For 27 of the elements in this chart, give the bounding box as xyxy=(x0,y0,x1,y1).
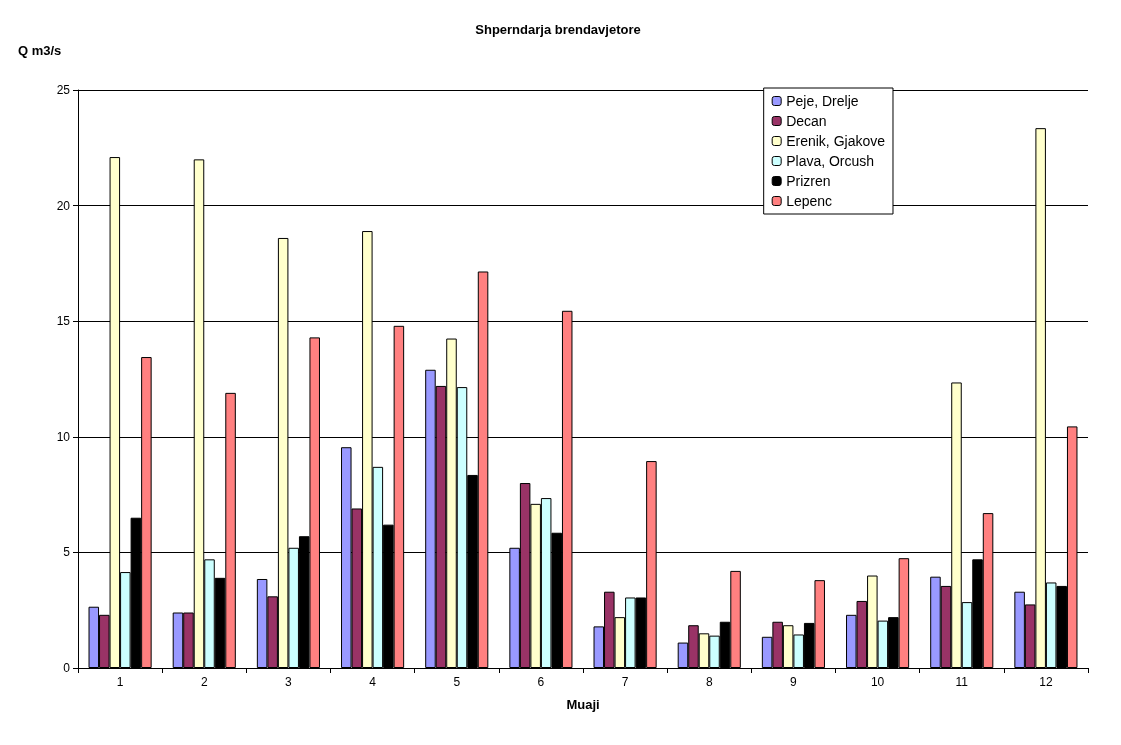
chart-title: Shperndarja brendavjetore xyxy=(475,22,641,37)
y-tick-label: 10 xyxy=(56,429,71,444)
legend-label: Plava, Orcush xyxy=(786,153,875,169)
x-tick-label: 6 xyxy=(537,675,545,689)
x-tick-label: 10 xyxy=(870,675,885,689)
x-tick-label: 9 xyxy=(790,675,798,689)
legend-label: Erenik, Gjakove xyxy=(786,133,886,149)
x-tick-label: 12 xyxy=(1039,675,1053,689)
x-tick-label: 1 xyxy=(116,675,124,689)
x-tick-label: 8 xyxy=(705,675,713,689)
x-tick-label: 2 xyxy=(200,675,208,689)
x-tick-label: 4 xyxy=(369,675,377,689)
y-tick-label: 15 xyxy=(56,314,71,329)
x-axis-title: Muaji xyxy=(566,697,600,712)
legend-label: Decan xyxy=(786,113,827,129)
y-tick-label: 5 xyxy=(63,545,71,560)
x-tick-label: 7 xyxy=(621,675,629,689)
y-tick-label: 20 xyxy=(56,198,71,213)
legend-label: Peje, Drelje xyxy=(786,93,859,109)
x-tick-label: 3 xyxy=(285,675,293,689)
y-tick-label: 25 xyxy=(56,83,71,97)
legend-label: Lepenc xyxy=(786,193,833,209)
y-axis-title: Q m3/s xyxy=(18,43,62,58)
legend-label: Prizren xyxy=(786,173,831,189)
x-tick-label: 5 xyxy=(453,675,461,689)
x-tick-label: 11 xyxy=(955,675,969,689)
y-tick-label: 0 xyxy=(63,661,71,675)
